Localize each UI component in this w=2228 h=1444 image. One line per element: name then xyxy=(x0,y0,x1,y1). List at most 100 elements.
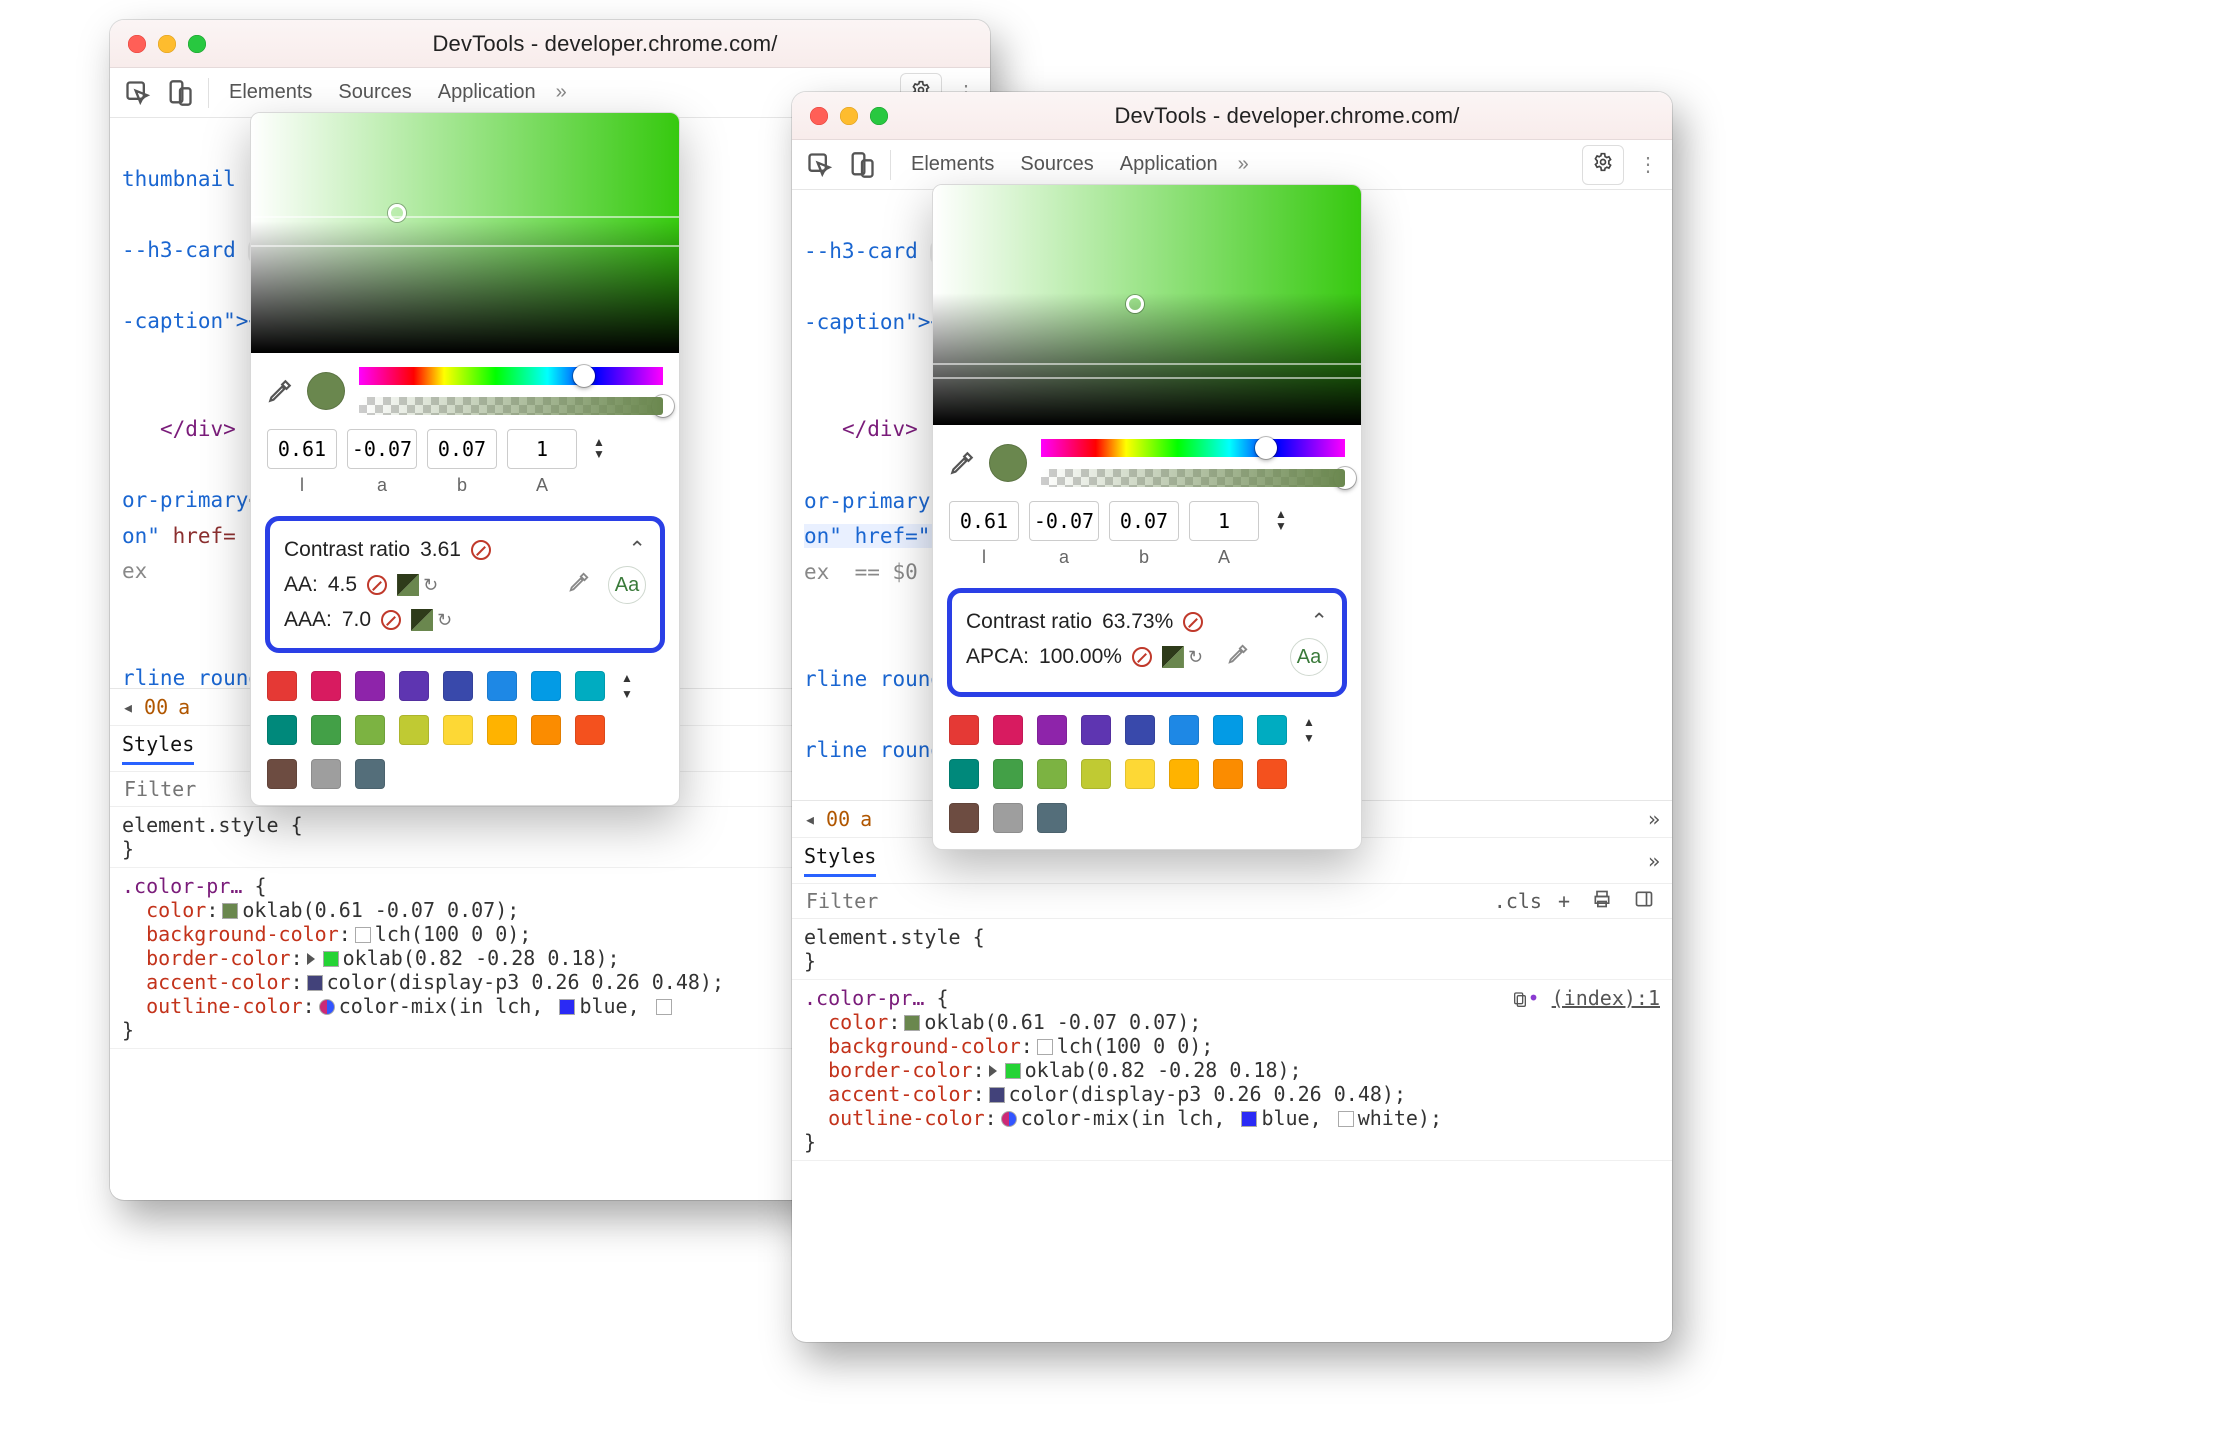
palette-swatch[interactable] xyxy=(487,671,517,701)
palette-swatch[interactable] xyxy=(1125,759,1155,789)
css-val[interactable]: color(display-p3 0.26 0.26 0.48) xyxy=(1009,1082,1394,1106)
source-ref[interactable]: • (index):1 xyxy=(1512,986,1660,1010)
input-b[interactable] xyxy=(427,429,497,469)
palette-swatch[interactable] xyxy=(531,715,561,745)
palette-swatch[interactable] xyxy=(1257,759,1287,789)
palette-arrows[interactable]: ▲▼ xyxy=(621,671,633,701)
reload-icon[interactable]: ↻ xyxy=(437,610,452,631)
print-icon[interactable] xyxy=(1586,889,1618,914)
inspect-icon[interactable] xyxy=(806,151,834,179)
color-swatch[interactable] xyxy=(355,927,371,943)
more-tabs-icon[interactable]: » xyxy=(1238,153,1249,176)
palette-swatch[interactable] xyxy=(355,671,385,701)
palette-swatch[interactable] xyxy=(267,759,297,789)
palette-swatch[interactable] xyxy=(1037,715,1067,745)
palette-swatch[interactable] xyxy=(1081,715,1111,745)
color-swatch[interactable] xyxy=(1005,1063,1021,1079)
device-icon[interactable] xyxy=(166,79,194,107)
eyedropper-icon[interactable] xyxy=(267,378,293,404)
color-swatch[interactable] xyxy=(989,1087,1005,1103)
more-icon[interactable]: » xyxy=(1648,849,1660,873)
format-arrows[interactable]: ▲▼ xyxy=(593,438,605,459)
palette-swatch[interactable] xyxy=(487,715,517,745)
field-thumb[interactable] xyxy=(388,204,406,222)
tab-application[interactable]: Application xyxy=(432,77,542,108)
aa-preview-chip[interactable]: Aa xyxy=(608,566,646,604)
input-l[interactable] xyxy=(267,429,337,469)
color-mix-swatch[interactable] xyxy=(319,999,335,1015)
kebab-icon[interactable]: ⋮ xyxy=(1638,152,1658,177)
cls-button[interactable]: .cls xyxy=(1494,889,1542,913)
palette-swatch[interactable] xyxy=(1169,759,1199,789)
reload-icon[interactable]: ↻ xyxy=(423,575,438,596)
palette-swatch[interactable] xyxy=(443,671,473,701)
palette-swatch[interactable] xyxy=(355,715,385,745)
field-thumb[interactable] xyxy=(1126,295,1144,313)
inspect-icon[interactable] xyxy=(124,79,152,107)
hue-slider[interactable] xyxy=(1041,439,1345,457)
input-a[interactable] xyxy=(347,429,417,469)
expand-icon[interactable] xyxy=(989,1065,997,1077)
zoom-dot[interactable] xyxy=(870,107,888,125)
tab-elements[interactable]: Elements xyxy=(223,77,318,108)
eyedropper-icon[interactable] xyxy=(1227,643,1249,671)
palette-swatch[interactable] xyxy=(993,715,1023,745)
css-val[interactable]: oklab(0.82 -0.28 0.18) xyxy=(1025,1058,1290,1082)
palette-swatch[interactable] xyxy=(949,715,979,745)
close-dot[interactable] xyxy=(128,35,146,53)
color-swatch[interactable] xyxy=(656,999,672,1015)
palette-swatch[interactable] xyxy=(949,803,979,833)
palette-swatch[interactable] xyxy=(355,759,385,789)
palette-swatch[interactable] xyxy=(443,715,473,745)
input-a[interactable] xyxy=(1029,501,1099,541)
tab-elements[interactable]: Elements xyxy=(905,149,1000,180)
color-swatch[interactable] xyxy=(904,1015,920,1031)
filter-input[interactable] xyxy=(804,888,1484,914)
tab-styles[interactable]: Styles xyxy=(122,732,194,765)
css-val[interactable]: oklab(0.82 -0.28 0.18) xyxy=(343,946,608,970)
palette-swatch[interactable] xyxy=(531,671,561,701)
css-block-rule[interactable]: .color-pr… { • (index):1 color:oklab(0.6… xyxy=(792,980,1672,1161)
settings-icon[interactable] xyxy=(1582,145,1624,185)
expand-icon[interactable] xyxy=(307,953,315,965)
alpha-slider[interactable] xyxy=(1041,469,1345,487)
color-swatch[interactable] xyxy=(559,999,575,1015)
reload-icon[interactable]: ↻ xyxy=(1188,647,1203,668)
more-tabs-icon[interactable]: » xyxy=(556,81,567,104)
input-b[interactable] xyxy=(1109,501,1179,541)
minimize-dot[interactable] xyxy=(158,35,176,53)
palette-swatch[interactable] xyxy=(1257,715,1287,745)
color-field[interactable] xyxy=(933,185,1361,425)
palette-swatch[interactable] xyxy=(993,759,1023,789)
color-swatch[interactable] xyxy=(1338,1111,1354,1127)
palette-arrows[interactable]: ▲▼ xyxy=(1303,715,1315,745)
eyedropper-icon[interactable] xyxy=(949,450,975,476)
palette-swatch[interactable] xyxy=(1037,803,1067,833)
color-field[interactable] xyxy=(251,113,679,353)
bc-item[interactable]: 00 xyxy=(826,807,850,831)
palette-swatch[interactable] xyxy=(949,759,979,789)
palette-swatch[interactable] xyxy=(1081,759,1111,789)
swap-swatch-icon[interactable] xyxy=(1162,646,1184,668)
eyedropper-icon[interactable] xyxy=(568,571,590,599)
zoom-dot[interactable] xyxy=(188,35,206,53)
tab-sources[interactable]: Sources xyxy=(332,77,417,108)
palette-swatch[interactable] xyxy=(575,715,605,745)
color-mix-swatch[interactable] xyxy=(1001,1111,1017,1127)
bc-item[interactable]: a xyxy=(178,695,190,719)
input-l[interactable] xyxy=(949,501,1019,541)
bc-item[interactable]: a xyxy=(860,807,872,831)
css-val[interactable]: lch(100 0 0) xyxy=(1057,1034,1202,1058)
color-swatch[interactable] xyxy=(1037,1039,1053,1055)
input-alpha[interactable] xyxy=(1189,501,1259,541)
palette-swatch[interactable] xyxy=(575,671,605,701)
tab-application[interactable]: Application xyxy=(1114,149,1224,180)
color-swatch[interactable] xyxy=(1241,1111,1257,1127)
more-icon[interactable]: » xyxy=(1648,807,1660,831)
css-val[interactable]: color(display-p3 0.26 0.26 0.48) xyxy=(327,970,712,994)
hue-slider[interactable] xyxy=(359,367,663,385)
palette-swatch[interactable] xyxy=(1213,759,1243,789)
bc-item[interactable]: 00 xyxy=(144,695,168,719)
palette-swatch[interactable] xyxy=(1169,715,1199,745)
minimize-dot[interactable] xyxy=(840,107,858,125)
